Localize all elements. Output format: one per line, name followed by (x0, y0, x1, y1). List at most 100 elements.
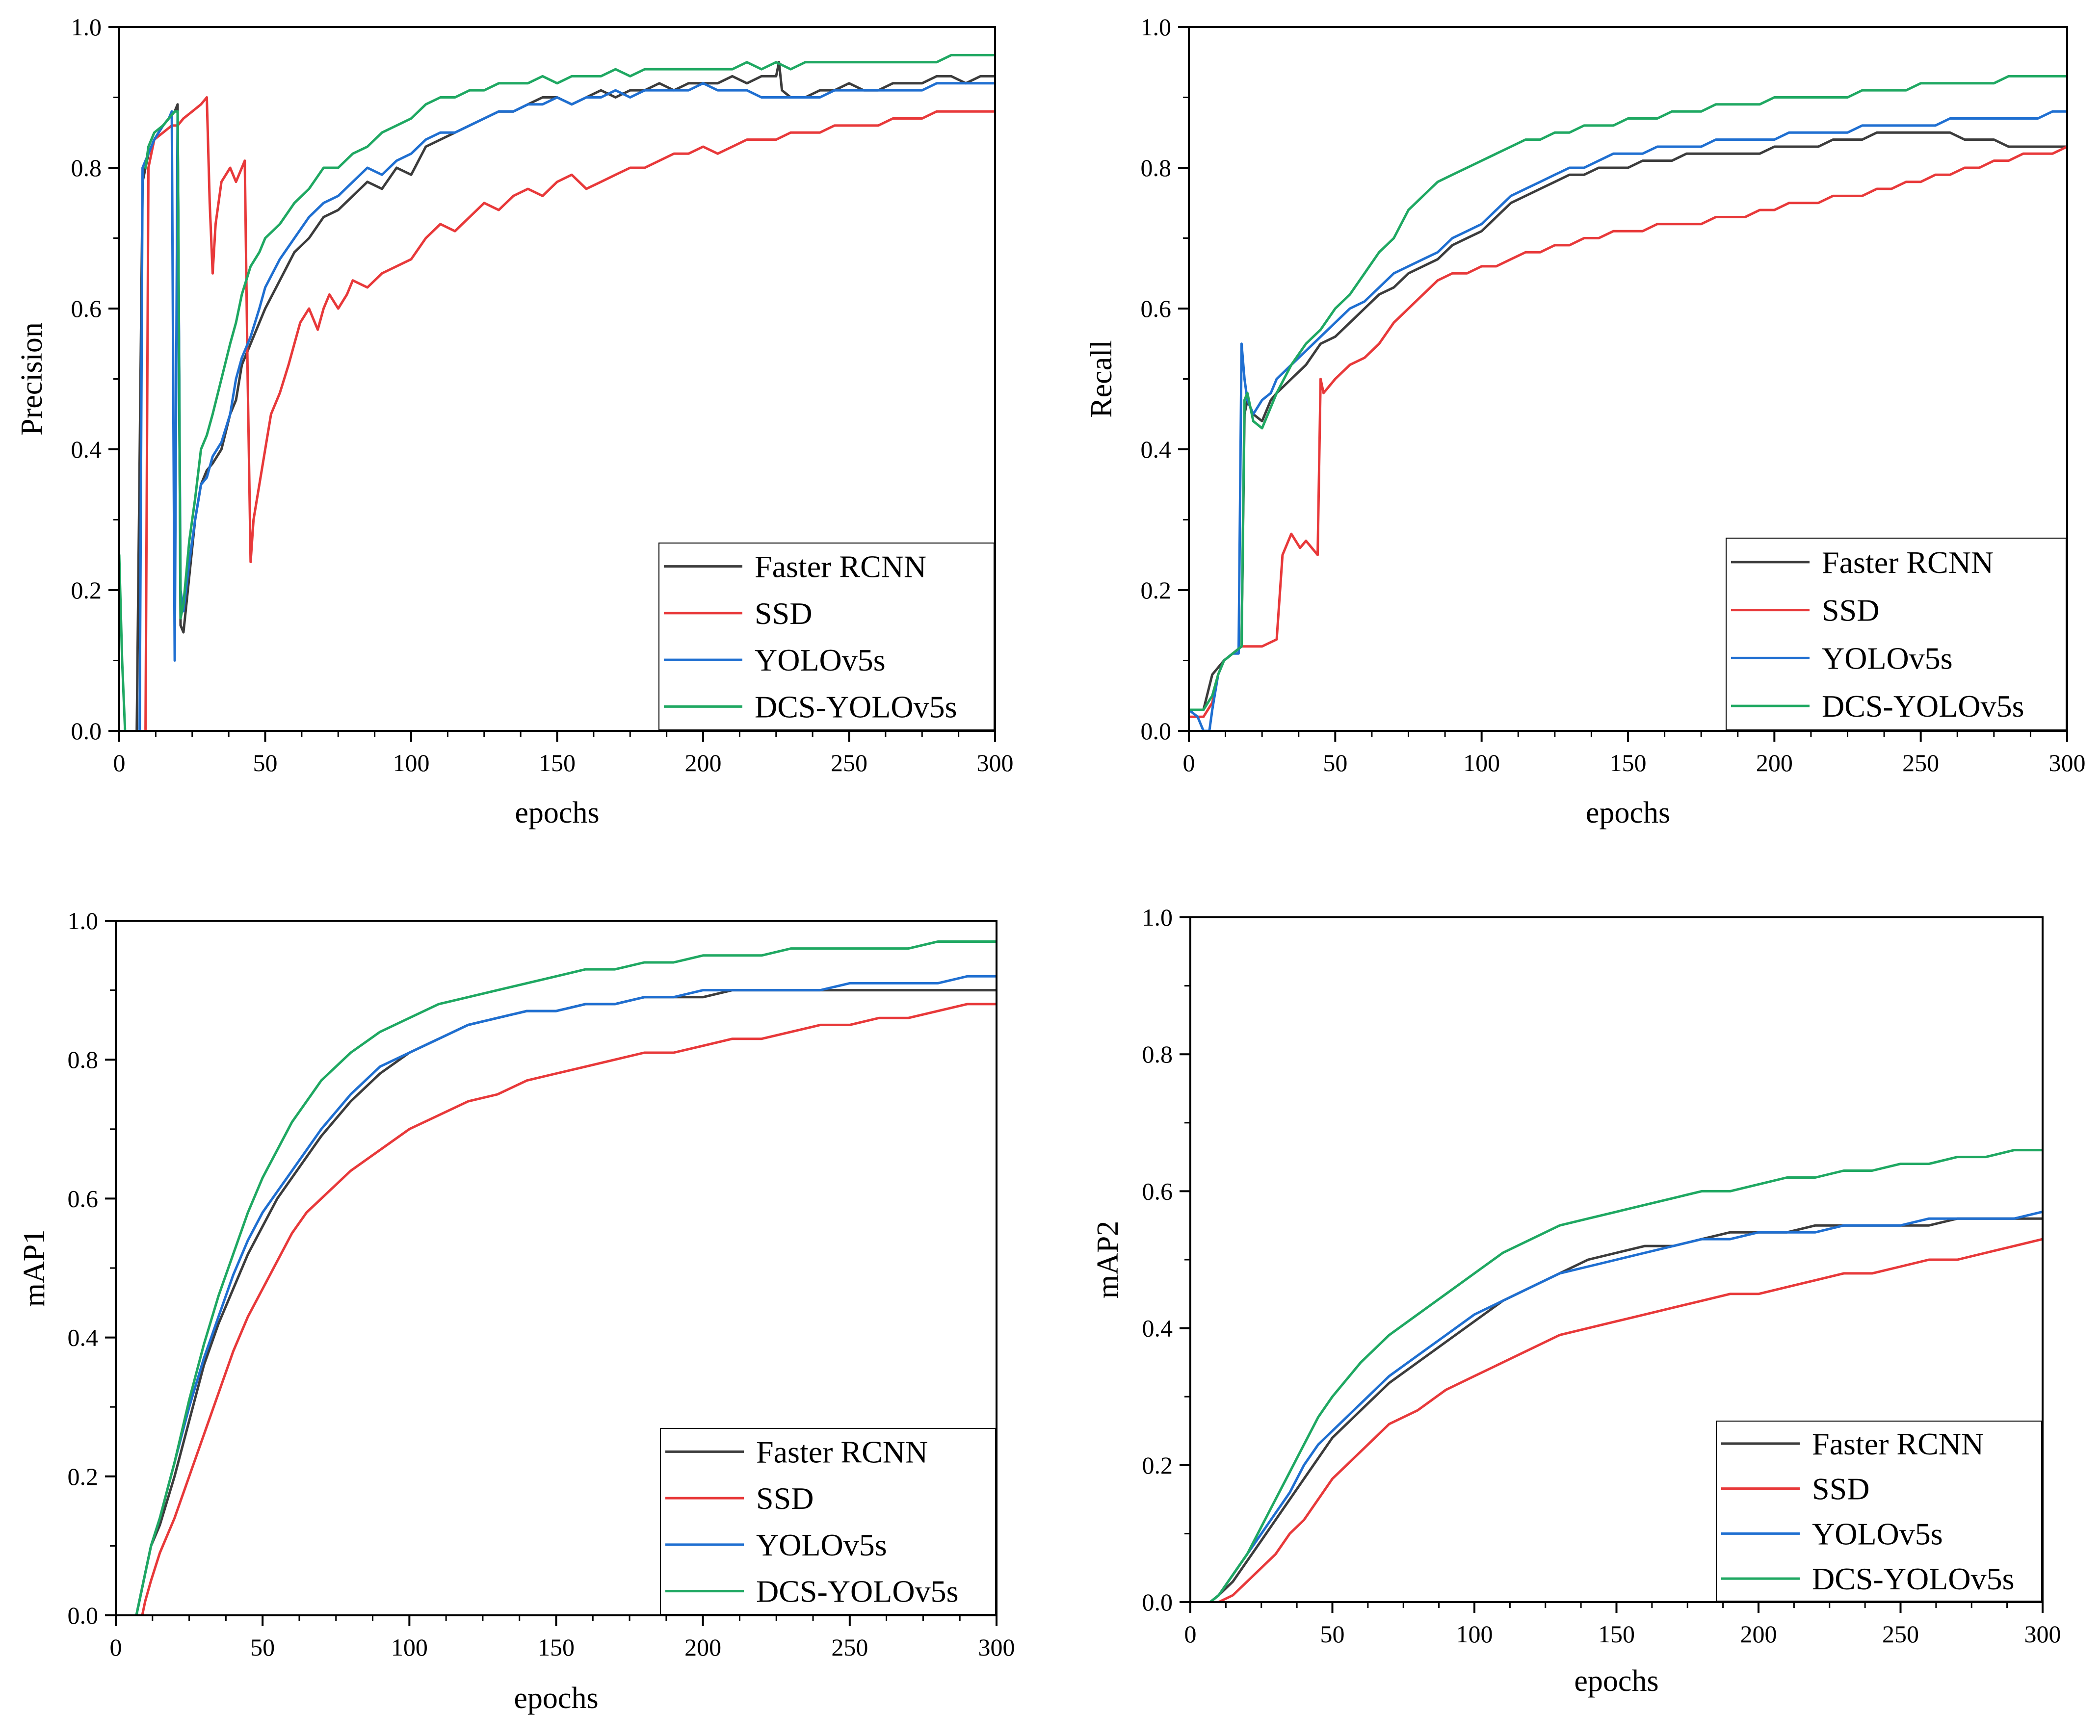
x-tick-label: 300 (2049, 749, 2086, 777)
y-tick-label: 0.8 (68, 1046, 99, 1073)
x-tick-label: 300 (977, 749, 1014, 777)
series-line-yolov5s (138, 82, 995, 731)
legend-box (1726, 538, 2067, 730)
x-tick-label: 250 (1902, 749, 1939, 777)
chart-panel-recall: 0 50 100 150 200 250 300 0.0 0.2 0.4 0.6 0.8 1.0 epoc… (1085, 13, 2086, 829)
legend-label-dcs-yolov5s: DCS-YOLOv5s (1812, 1561, 2014, 1596)
legend-label-ssd: SSD (756, 1481, 814, 1516)
x-tick-label: 250 (831, 1633, 868, 1661)
legend-label-faster-rcnn: Faster RCNN (755, 549, 926, 584)
y-tick-label: 0.6 (1141, 295, 1172, 322)
y-tick-label: 0.4 (1141, 436, 1172, 463)
y-tick-label: 0.0 (68, 1602, 99, 1629)
x-tick-label: 50 (253, 749, 278, 777)
chart-panel-map2: 0 50 100 150 200 250 300 0.0 0.2 0.4 0.6 0.8 1.0 epoc… (1091, 904, 2061, 1698)
x-tick-label: 0 (113, 749, 126, 777)
series-line-faster-rcnn (1189, 131, 2067, 711)
chart-panel-precision: 0 50 100 150 200 250 300 0.0 0.2 0.4 0.6 0.8 1.0 epoc… (15, 13, 1014, 829)
series-line-ssd (141, 1003, 997, 1615)
legend-label-dcs-yolov5s: DCS-YOLOv5s (1822, 689, 2024, 724)
legend-label-yolov5s: YOLOv5s (1812, 1516, 1943, 1551)
x-tick-label: 150 (1598, 1620, 1635, 1648)
x-tick-label: 100 (391, 1633, 428, 1661)
series-line-dcs-yolov5s (1209, 1149, 2043, 1602)
series-group (1209, 1149, 2043, 1602)
x-tick-label: 150 (539, 749, 576, 777)
x-tick-label: 150 (1610, 749, 1647, 777)
y-tick-label: 1.0 (1141, 13, 1172, 41)
x-tick-label: 0 (110, 1633, 122, 1661)
x-tick-label: 250 (831, 749, 867, 777)
legend-box (660, 1428, 996, 1615)
x-axis-title: epochs (514, 1682, 598, 1715)
x-tick-label: 50 (1323, 749, 1347, 777)
x-tick-label: 200 (1756, 749, 1793, 777)
legend: Faster RCNN SSD YOLOv5s DCS-YOLOv5s (1726, 538, 2067, 730)
y-axis-title: Precision (15, 322, 49, 436)
legend: Faster RCNN SSD YOLOv5s DCS-YOLOv5s (660, 1428, 996, 1615)
legend-label-dcs-yolov5s: DCS-YOLOv5s (755, 689, 957, 724)
x-tick-label: 250 (1882, 1620, 1919, 1648)
y-tick-label: 0.0 (1141, 717, 1172, 745)
x-tick-label: 200 (684, 1633, 721, 1661)
y-tick-label: 0.2 (1142, 1451, 1173, 1479)
legend-label-ssd: SSD (755, 596, 812, 631)
legend-label-yolov5s: YOLOv5s (755, 643, 886, 677)
x-tick-label: 50 (1320, 1620, 1345, 1648)
y-tick-label: 0.8 (71, 154, 102, 181)
series-line-ssd (1189, 145, 2067, 718)
x-tick-label: 150 (538, 1633, 575, 1661)
series-group (1189, 75, 2067, 731)
y-tick-label: 1.0 (68, 907, 99, 934)
legend: Faster RCNN SSD YOLOv5s DCS-YOLOv5s (658, 543, 995, 730)
y-tick-label: 0.4 (68, 1324, 99, 1351)
x-axis-title: epochs (515, 796, 599, 829)
x-tick-label: 300 (978, 1633, 1015, 1661)
y-tick-label: 1.0 (71, 13, 102, 41)
legend-label-yolov5s: YOLOv5s (756, 1528, 887, 1562)
x-tick-label: 100 (1463, 749, 1500, 777)
y-tick-label: 0.8 (1142, 1040, 1173, 1068)
y-tick-label: 0.4 (71, 436, 102, 463)
legend-label-faster-rcnn: Faster RCNN (1812, 1426, 1984, 1461)
y-axis-title: mAP1 (18, 1229, 51, 1307)
x-tick-label: 300 (2024, 1620, 2061, 1648)
y-tick-label: 1.0 (1142, 904, 1173, 931)
y-tick-label: 0.0 (1142, 1588, 1173, 1616)
series-line-ssd (1217, 1238, 2043, 1602)
x-axis-title: epochs (1574, 1664, 1658, 1698)
y-tick-label: 0.6 (1142, 1177, 1173, 1205)
series-line-dcs-yolov5s (1189, 75, 2067, 711)
y-tick-label: 0.6 (71, 295, 102, 322)
legend-label-dcs-yolov5s: DCS-YOLOv5s (756, 1574, 958, 1609)
y-tick-label: 0.2 (1141, 576, 1172, 604)
series-group (135, 940, 997, 1615)
series-line-yolov5s (1209, 1210, 2043, 1602)
x-tick-label: 50 (250, 1633, 275, 1661)
x-tick-label: 200 (1740, 1620, 1777, 1648)
legend-label-yolov5s: YOLOv5s (1822, 641, 1953, 675)
legend-label-ssd: SSD (1812, 1472, 1869, 1506)
y-axis-title: mAP2 (1091, 1221, 1125, 1298)
x-axis-title: epochs (1586, 796, 1670, 829)
legend-label-ssd: SSD (1822, 593, 1879, 628)
x-tick-label: 100 (1456, 1620, 1493, 1648)
y-tick-label: 0.2 (71, 576, 102, 604)
series-line-dcs-yolov5s (135, 940, 997, 1615)
legend-box (658, 543, 995, 730)
series-line-ssd (144, 96, 995, 731)
y-tick-label: 0.8 (1141, 154, 1172, 181)
y-tick-label: 0.4 (1142, 1315, 1173, 1342)
series-line-yolov5s (135, 975, 997, 1615)
y-tick-label: 0.6 (68, 1185, 99, 1212)
legend-box (1716, 1421, 2042, 1602)
x-tick-label: 200 (685, 749, 722, 777)
y-tick-label: 0.2 (68, 1463, 99, 1490)
x-tick-label: 0 (1184, 1620, 1197, 1648)
legend: Faster RCNN SSD YOLOv5s DCS-YOLOv5s (1716, 1421, 2042, 1602)
legend-label-faster-rcnn: Faster RCNN (1822, 545, 1994, 580)
legend-label-faster-rcnn: Faster RCNN (756, 1434, 928, 1469)
x-tick-label: 0 (1183, 749, 1195, 777)
x-tick-label: 100 (393, 749, 430, 777)
